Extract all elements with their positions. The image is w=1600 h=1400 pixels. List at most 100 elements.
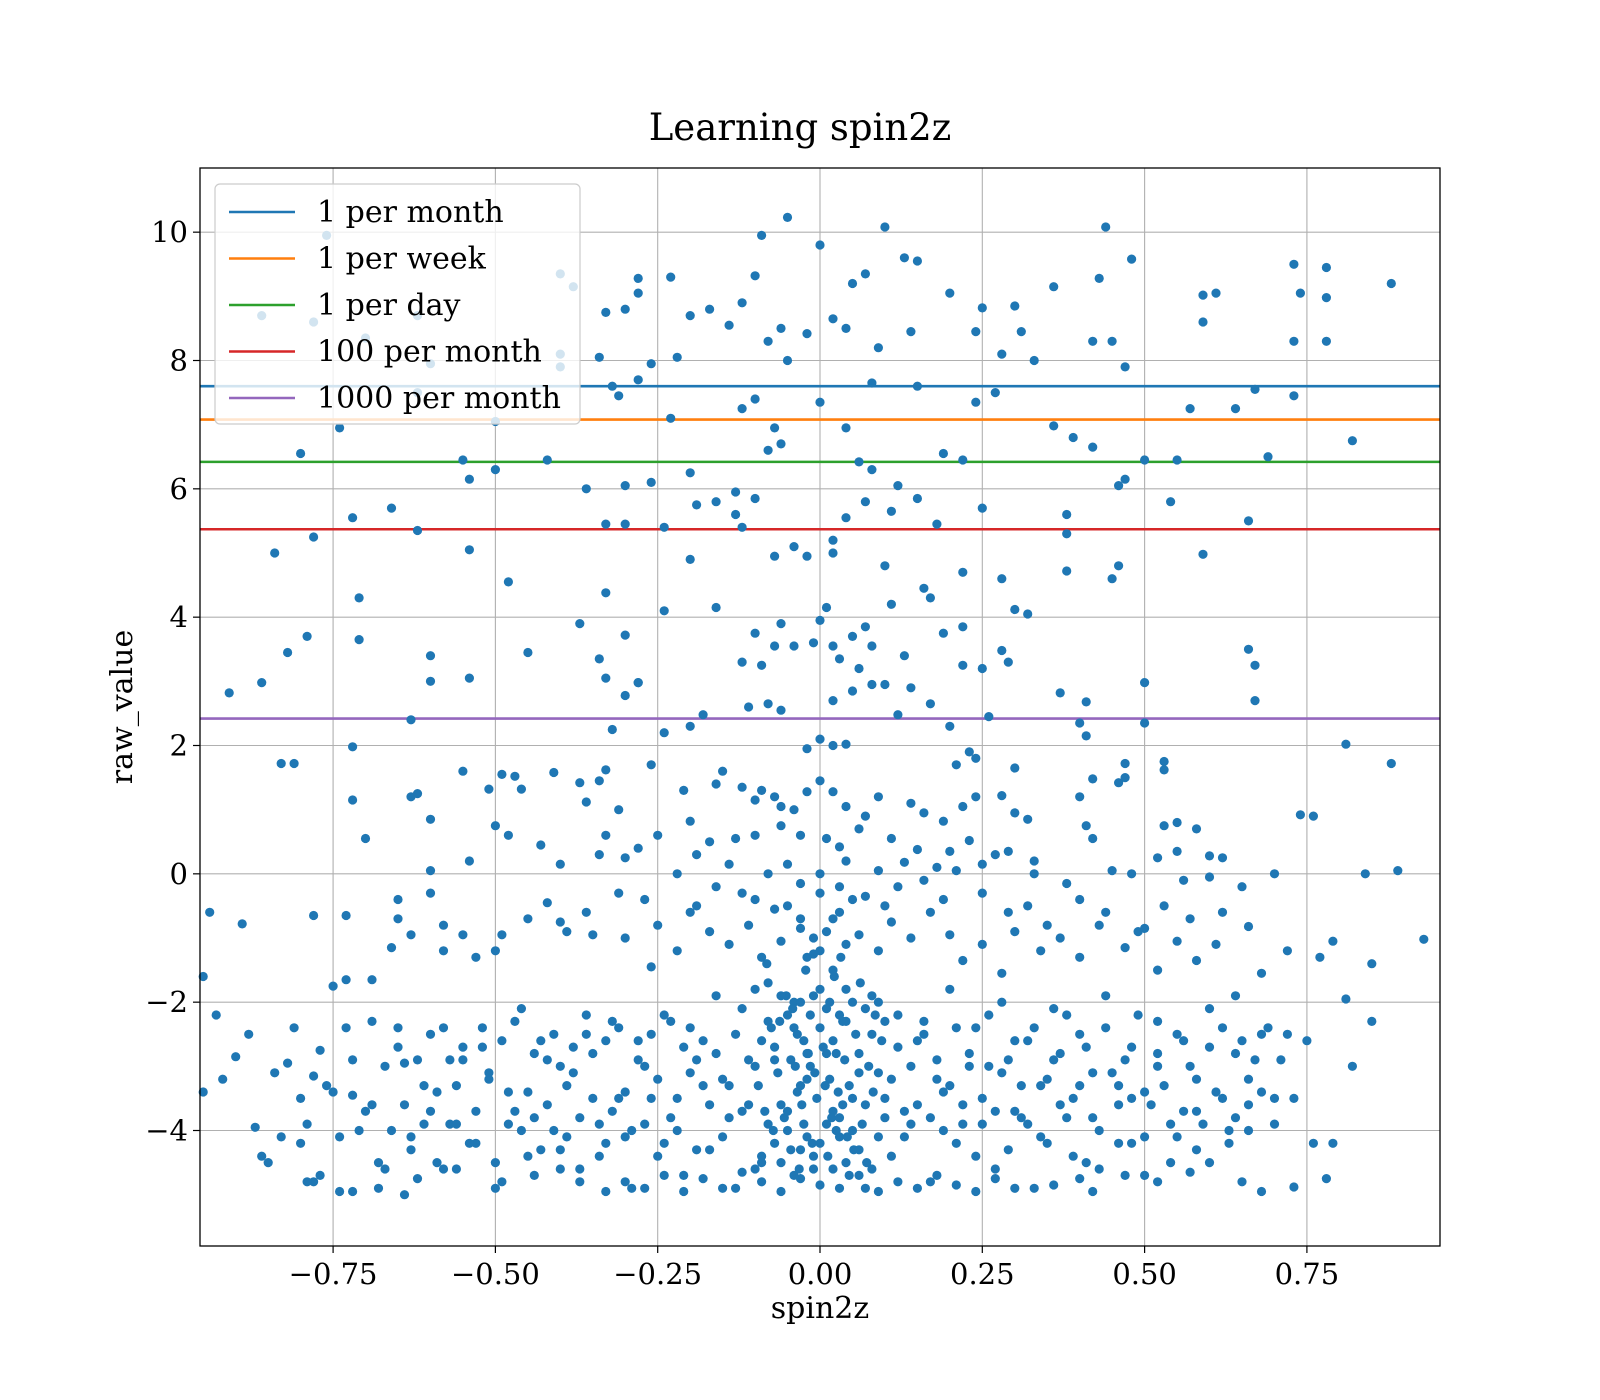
data-point (393, 1042, 403, 1052)
data-point (705, 1100, 715, 1110)
data-point (964, 1061, 974, 1071)
data-point (737, 298, 747, 308)
data-point (218, 1074, 228, 1084)
data-point (1198, 317, 1208, 327)
y-axis-label: raw_value (105, 630, 140, 784)
data-point (393, 1023, 403, 1033)
data-point (795, 830, 806, 840)
data-point (607, 381, 617, 391)
data-point (854, 457, 864, 467)
data-point (1159, 821, 1169, 831)
data-point (1140, 678, 1150, 688)
data-point (886, 1151, 897, 1161)
data-point (841, 739, 851, 749)
data-point (1062, 509, 1072, 520)
data-point (1088, 833, 1098, 844)
data-point (575, 1164, 585, 1174)
data-point (828, 696, 838, 706)
data-point (782, 355, 793, 366)
data-point (581, 1029, 591, 1039)
data-point (646, 1093, 656, 1103)
data-point (1276, 1055, 1286, 1065)
data-point (870, 1010, 880, 1020)
data-point (773, 1068, 783, 1078)
data-point (705, 304, 715, 314)
data-point (438, 946, 449, 956)
data-point (1153, 965, 1163, 975)
data-point (1081, 821, 1091, 831)
data-point (1243, 1074, 1254, 1084)
data-point (1107, 336, 1117, 346)
data-point (724, 1113, 734, 1123)
data-point (1094, 273, 1104, 283)
legend-label: 1 per day (317, 288, 461, 323)
data-point (763, 336, 773, 346)
data-point (406, 1132, 416, 1142)
data-point (854, 824, 864, 834)
data-point (841, 323, 851, 333)
data-point (770, 423, 780, 433)
data-point (633, 1036, 643, 1046)
data-point (782, 1010, 793, 1020)
data-point (737, 782, 747, 792)
data-point (958, 660, 968, 670)
data-point (802, 329, 812, 339)
data-point (795, 1145, 806, 1155)
data-point (867, 1029, 877, 1039)
data-point (581, 1010, 591, 1020)
data-point (1088, 442, 1098, 452)
data-point (1140, 1170, 1150, 1180)
data-point (867, 465, 877, 475)
data-point (263, 1158, 273, 1168)
data-point (562, 1081, 572, 1091)
data-point (805, 1061, 815, 1071)
data-point (880, 1093, 890, 1103)
data-point (782, 1106, 793, 1116)
data-point (601, 307, 611, 317)
data-point (523, 1151, 533, 1161)
data-point (873, 1132, 884, 1142)
data-point (1269, 1093, 1280, 1103)
data-point (536, 1145, 546, 1155)
data-point (1068, 432, 1078, 443)
data-point (1153, 1177, 1163, 1187)
data-point (776, 821, 786, 831)
data-point (873, 1186, 884, 1197)
legend-label: 1 per week (317, 242, 487, 277)
data-point (789, 1023, 799, 1033)
data-point (1230, 404, 1241, 414)
data-point (711, 991, 721, 1001)
data-point (912, 1100, 923, 1110)
data-point (296, 1093, 306, 1103)
data-point (250, 1122, 260, 1132)
data-point (867, 641, 877, 651)
data-point (1321, 262, 1331, 273)
data-point (1295, 810, 1305, 820)
data-point (633, 288, 643, 298)
data-point (815, 615, 825, 626)
data-point (1289, 1182, 1299, 1192)
data-point (484, 1068, 494, 1078)
data-point (958, 622, 968, 632)
data-point (860, 269, 871, 279)
data-point (666, 413, 676, 423)
data-point (1062, 566, 1072, 576)
data-point (614, 1093, 624, 1103)
data-point (938, 816, 949, 826)
data-point (912, 256, 923, 266)
data-point (536, 840, 546, 850)
data-point (1062, 529, 1072, 539)
data-point (354, 635, 364, 645)
data-point (997, 968, 1007, 978)
data-point (503, 1087, 513, 1097)
data-point (802, 1132, 812, 1142)
data-point (1101, 907, 1111, 917)
data-point (847, 894, 858, 905)
data-point (763, 445, 773, 455)
data-point (718, 1183, 728, 1193)
data-point (770, 904, 780, 914)
data-point (711, 497, 721, 507)
data-point (1075, 1029, 1085, 1039)
data-point (497, 1036, 507, 1046)
data-point (523, 914, 533, 924)
